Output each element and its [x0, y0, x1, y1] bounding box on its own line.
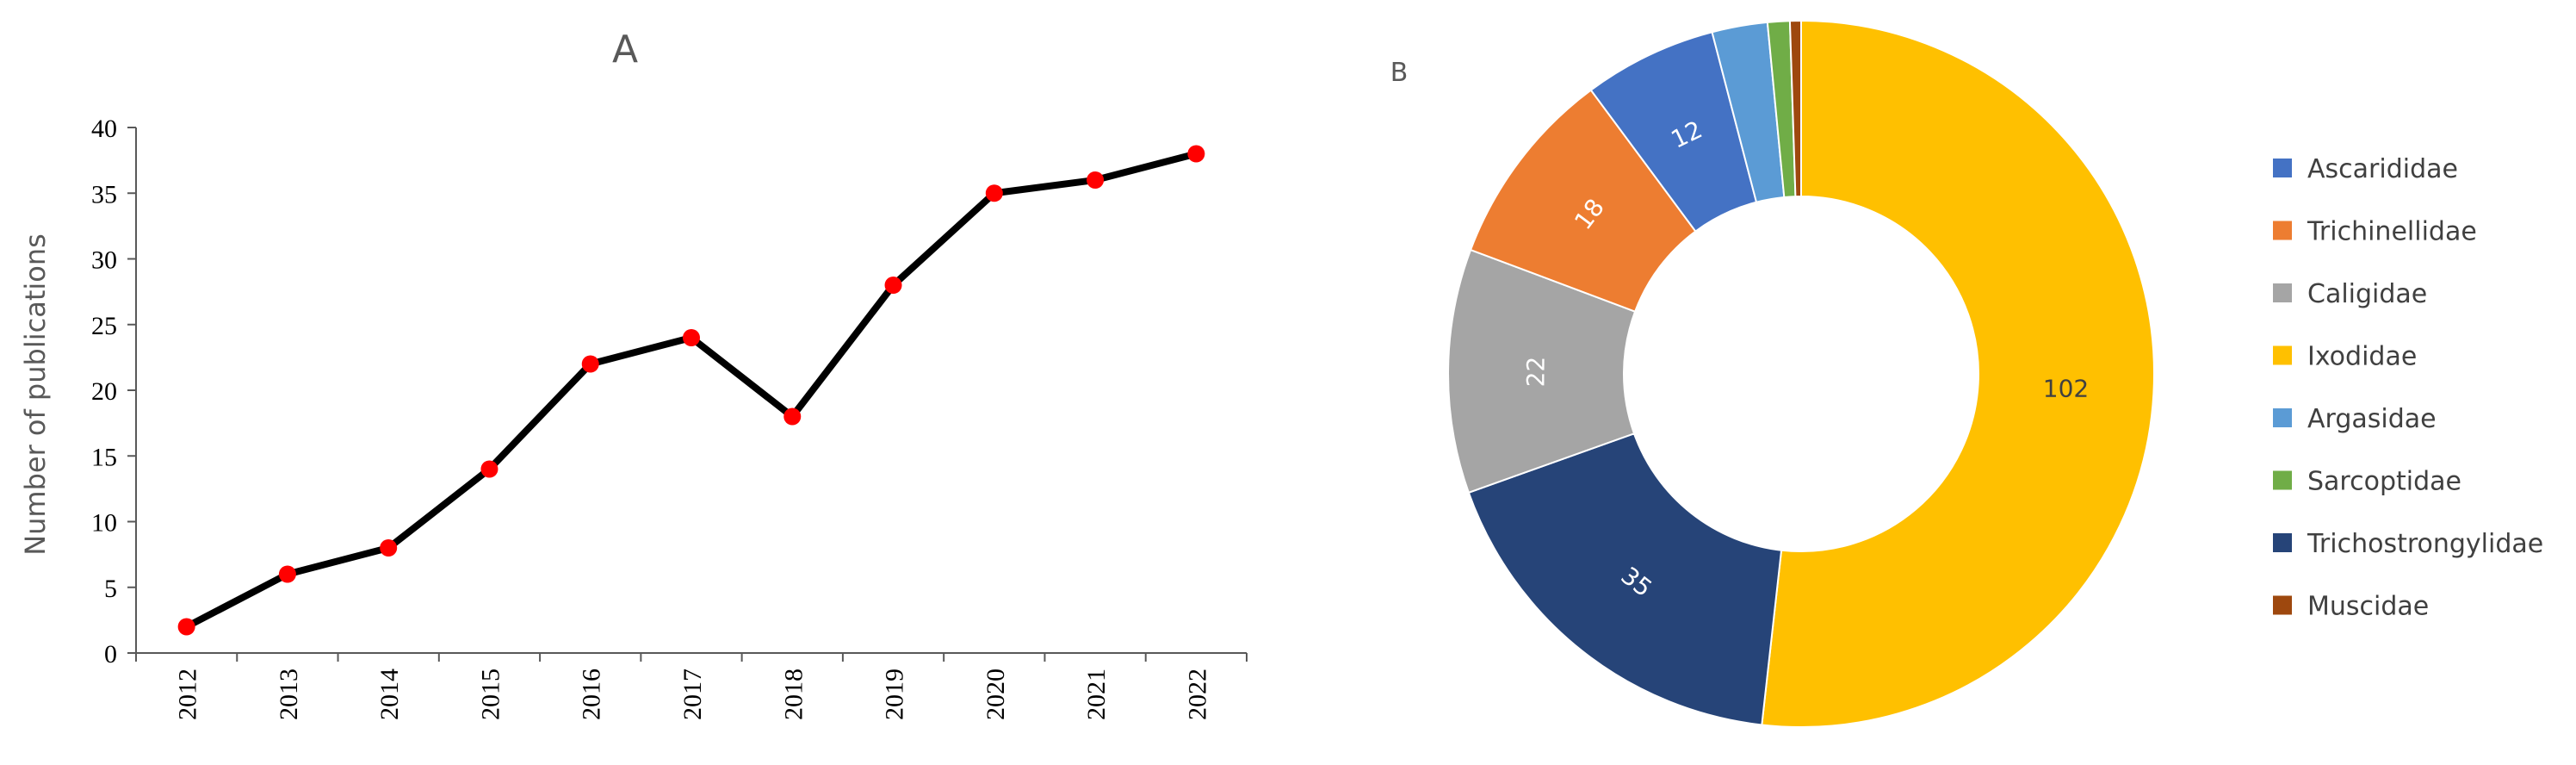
y-tick-labels: 0 5 10 15 20 25 30 35 40 [91, 115, 117, 669]
data-point [884, 277, 902, 294]
x-tick-label: 2012 [174, 669, 202, 720]
axes [127, 127, 1248, 662]
legend-label: Caligidae [2307, 279, 2427, 309]
legend-label: Argasidae [2307, 404, 2437, 434]
y-axis-label: Number of publications [19, 233, 52, 556]
line-series [177, 145, 1205, 636]
slice-trichostrongylidae [1467, 432, 1783, 726]
legend-swatch [2273, 470, 2292, 490]
legend-swatch [2273, 595, 2292, 615]
data-point [380, 539, 398, 557]
doughnut-slices [1447, 19, 2155, 728]
chart-a-title: A [612, 28, 638, 72]
y-tick-label: 25 [91, 312, 117, 340]
legend-swatch [2273, 221, 2292, 240]
x-tick-label: 2020 [981, 669, 1010, 720]
data-point [177, 618, 195, 636]
y-tick-label: 30 [91, 246, 117, 275]
legend-label: Sarcoptidae [2307, 467, 2461, 497]
y-tick-label: 10 [91, 509, 117, 538]
x-tick-label: 2019 [881, 669, 909, 720]
x-tick-label: 2013 [275, 669, 303, 720]
y-tick-label: 35 [91, 180, 117, 208]
legend-label: Ixodidae [2307, 342, 2417, 372]
data-point [783, 407, 802, 426]
x-tick-labels: 2012 2013 2014 2015 2016 2017 2018 2019 2020 2021… [174, 669, 1212, 720]
y-tick-label: 20 [91, 377, 117, 406]
legend-swatch [2273, 159, 2292, 177]
slice-muscidae [1788, 19, 1802, 198]
x-tick-label: 2017 [678, 669, 707, 720]
legend-label: Ascarididae [2307, 154, 2458, 184]
legend-label: Trichostrongylidae [2307, 529, 2543, 559]
y-tick-label: 0 [104, 640, 117, 669]
legend-swatch [2273, 533, 2292, 552]
data-point [480, 460, 498, 478]
y-tick-label: 5 [104, 575, 117, 603]
slice-ixodidae [1761, 19, 2155, 728]
data-point [985, 184, 1003, 202]
legend-swatch [2273, 345, 2292, 365]
x-tick-label: 2014 [375, 669, 404, 720]
legend-swatch [2273, 408, 2292, 427]
data-point [683, 329, 700, 346]
data-point [278, 565, 296, 583]
x-tick-label: 2021 [1082, 669, 1111, 720]
y-tick-label: 40 [91, 115, 117, 143]
slice-label: 102 [2043, 375, 2089, 403]
data-point [1087, 171, 1105, 189]
data-point [581, 355, 599, 373]
legend-swatch [2273, 283, 2292, 302]
slice-caligidae [1447, 248, 1637, 494]
line-chart-panel: A Number of publications 0 5 10 15 20 25 30 35 4… [19, 28, 1248, 720]
data-point [1187, 145, 1205, 163]
y-tick-label: 15 [91, 443, 117, 471]
series-line [183, 150, 1200, 631]
x-tick-label: 2015 [476, 669, 505, 720]
x-tick-label: 2022 [1183, 669, 1211, 720]
x-tick-label: 2016 [578, 669, 606, 720]
slice-label: 22 [1521, 357, 1550, 388]
chart-b-title: B [1390, 58, 1409, 88]
legend-label: Muscidae [2307, 592, 2429, 622]
x-tick-label: 2018 [779, 669, 808, 720]
legend-label: Trichinellidae [2307, 217, 2477, 247]
legend: Ascarididae Trichinellidae Caligidae Ixodid… [2273, 154, 2543, 622]
